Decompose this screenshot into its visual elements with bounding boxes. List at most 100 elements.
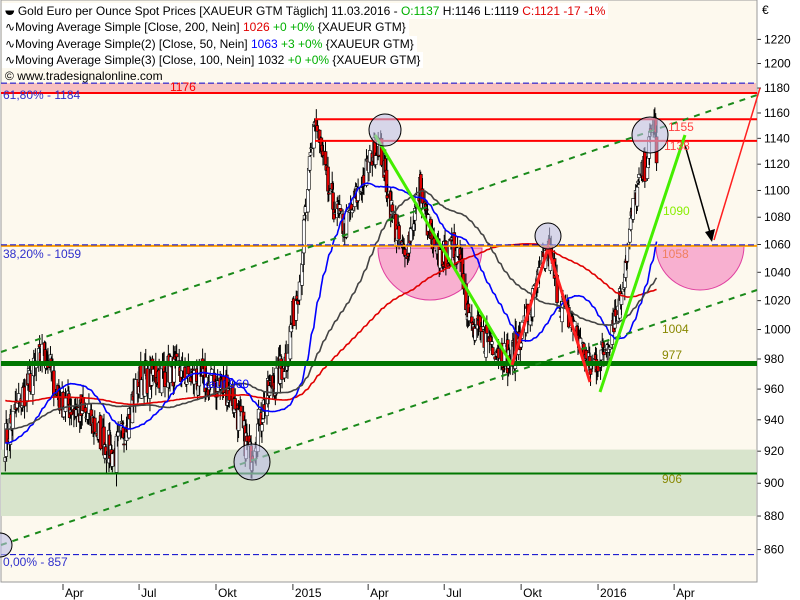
fib-382-label: 38,20% - 1059: [3, 247, 81, 261]
candle-body: [420, 188, 425, 204]
candle-body: [121, 427, 125, 439]
candle-body: [233, 398, 238, 410]
candle-body: [306, 189, 310, 213]
candle-body: [315, 125, 319, 132]
legend-ma-200[interactable]: ∿Moving Average Simple [Close, 200, Nein…: [2, 19, 409, 36]
candle-body: [301, 219, 306, 254]
x-tick-label: Apr: [676, 586, 695, 600]
candle-body: [349, 203, 354, 210]
moving-average-50: [4, 182, 658, 445]
candle-body: [384, 169, 389, 193]
legend-main: ⯋ Gold Euro per Ounce Spot Prices [XAUEU…: [2, 3, 609, 20]
wave-icon: ∿: [5, 36, 16, 51]
downtrend-line: [373, 134, 514, 366]
candle-body: [424, 208, 429, 211]
candle-body: [619, 293, 624, 305]
level-1155-label: 1155: [668, 120, 694, 134]
candle-body: [122, 443, 126, 446]
y-tick-label: 980: [764, 352, 784, 366]
y-tick-label: 1000: [764, 323, 791, 337]
candle-body: [274, 367, 278, 395]
candle-body: [74, 409, 79, 417]
kauf-annotation: kauf 960: [203, 377, 249, 391]
target-zone-semicircle: [655, 245, 745, 291]
x-tick-label: Okt: [523, 586, 542, 600]
candle-body: [560, 301, 564, 323]
candle-body: [83, 407, 88, 413]
candle-body: [163, 371, 167, 388]
moving-average-100: [5, 190, 658, 430]
candle-body: [413, 207, 417, 221]
candle-body: [601, 341, 605, 348]
candle-body: [625, 244, 630, 262]
wave-icon: ∿: [5, 52, 16, 67]
level-977-label: 977: [662, 348, 682, 362]
candle-body: [490, 347, 495, 355]
level-1138-label: 1138: [664, 139, 690, 153]
candle-body: [327, 192, 331, 195]
candle-body: [323, 151, 328, 165]
candlestick-icon: ⯋: [5, 4, 15, 18]
candle-body: [473, 328, 477, 341]
candle-body: [174, 353, 179, 358]
candle-body: [350, 209, 355, 214]
y-tick-label: 1200: [764, 57, 791, 71]
candle-body: [52, 370, 56, 396]
candle-body: [403, 249, 407, 256]
candle-body: [190, 368, 195, 371]
candle-body: [408, 228, 413, 242]
y-tick-label: 880: [764, 509, 784, 523]
level-1176-label: 1176: [170, 80, 196, 94]
candle-body: [110, 453, 115, 467]
zone-band: [1, 83, 756, 93]
x-tick-label: 2015: [295, 586, 322, 600]
arrow-head-icon: [705, 229, 715, 242]
candle-body: [261, 418, 265, 423]
legend-ma-100[interactable]: ∿Moving Average Simple(3) [Close, 100, N…: [2, 51, 424, 69]
candle-body: [239, 405, 243, 412]
y-tick-label: 1120: [764, 157, 790, 171]
candle-body: [286, 352, 290, 367]
highlight-circle: [368, 113, 402, 147]
y-tick-label: 1060: [764, 238, 791, 252]
level-1058-label: 1058: [662, 247, 689, 261]
candle-body: [75, 406, 80, 409]
fib-0-label: 0,00% - 857: [3, 555, 68, 569]
candle-body: [397, 225, 401, 240]
x-tick-label: Okt: [218, 586, 237, 600]
zone-band: [1, 449, 756, 517]
y-tick-label: 1040: [764, 265, 791, 279]
highlight-circle: [233, 443, 271, 481]
candle-body: [127, 408, 131, 439]
trend-channel-upper: [0, 94, 758, 353]
candle-body: [636, 181, 640, 184]
y-tick-label: 1080: [764, 210, 791, 224]
candle-body: [120, 422, 125, 425]
x-tick-label: Jul: [446, 586, 461, 600]
x-tick-label: Apr: [370, 586, 389, 600]
candle-body: [236, 407, 241, 431]
legend-ma-50[interactable]: ∿Moving Average Simple(2) [Close, 50, Ne…: [2, 35, 417, 52]
candle-body: [390, 204, 395, 212]
y-tick-label: 1180: [764, 81, 790, 95]
candle-body: [631, 198, 635, 220]
y-tick-label: 940: [764, 413, 784, 427]
candle-body: [308, 152, 313, 156]
candle-body: [3, 457, 8, 462]
candle-body: [501, 367, 506, 371]
candle-body: [92, 417, 97, 433]
y-tick-label: 960: [764, 382, 784, 396]
y-tick-label: 1160: [764, 106, 790, 120]
candle-body: [297, 281, 302, 301]
level-1004-label: 1004: [662, 322, 689, 336]
candle-body: [11, 410, 15, 429]
x-tick-label: Jul: [141, 586, 156, 600]
forecast-down-arrow: [684, 144, 712, 237]
watermark: © www.tradesignalonline.com: [5, 69, 163, 84]
highlight-circle: [0, 532, 13, 558]
y-tick-label: 900: [764, 476, 784, 490]
candle-body: [406, 253, 411, 257]
candle-body: [607, 347, 612, 350]
fib-618-label: 61,80% - 1184: [3, 88, 80, 102]
